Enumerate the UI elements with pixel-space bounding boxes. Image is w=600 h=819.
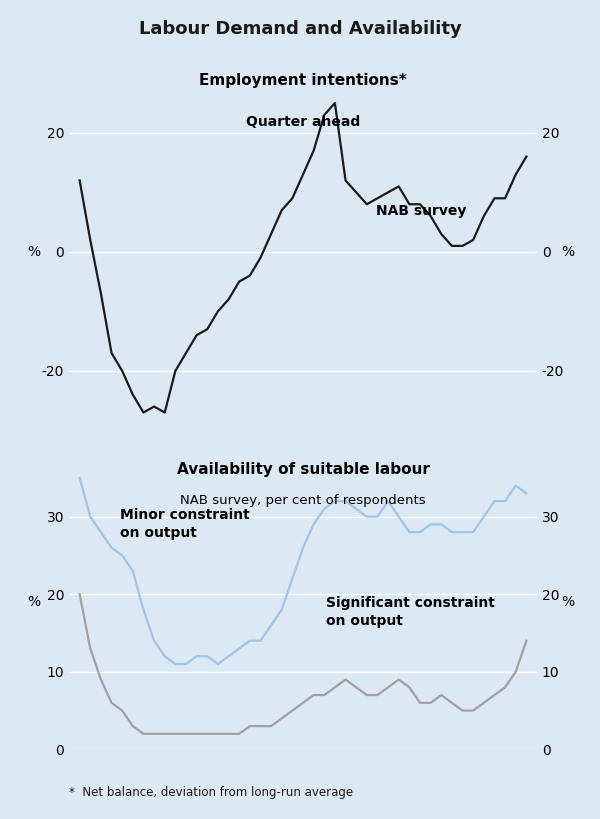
Text: %: % bbox=[561, 245, 574, 259]
Text: Employment intentions*: Employment intentions* bbox=[199, 73, 407, 88]
Text: NAB survey, per cent of respondents: NAB survey, per cent of respondents bbox=[180, 495, 426, 507]
Text: Quarter ahead: Quarter ahead bbox=[246, 115, 360, 129]
Text: %: % bbox=[561, 595, 574, 609]
Text: *  Net balance, deviation from long-run average: * Net balance, deviation from long-run a… bbox=[69, 786, 353, 799]
Text: Availability of suitable labour: Availability of suitable labour bbox=[176, 462, 430, 477]
Text: %: % bbox=[28, 245, 40, 259]
Text: %: % bbox=[28, 595, 40, 609]
Text: Labour Demand and Availability: Labour Demand and Availability bbox=[139, 20, 461, 38]
Text: Significant constraint
on output: Significant constraint on output bbox=[326, 596, 495, 628]
Text: Minor constraint
on output: Minor constraint on output bbox=[121, 508, 250, 540]
Text: NAB survey: NAB survey bbox=[376, 204, 466, 218]
